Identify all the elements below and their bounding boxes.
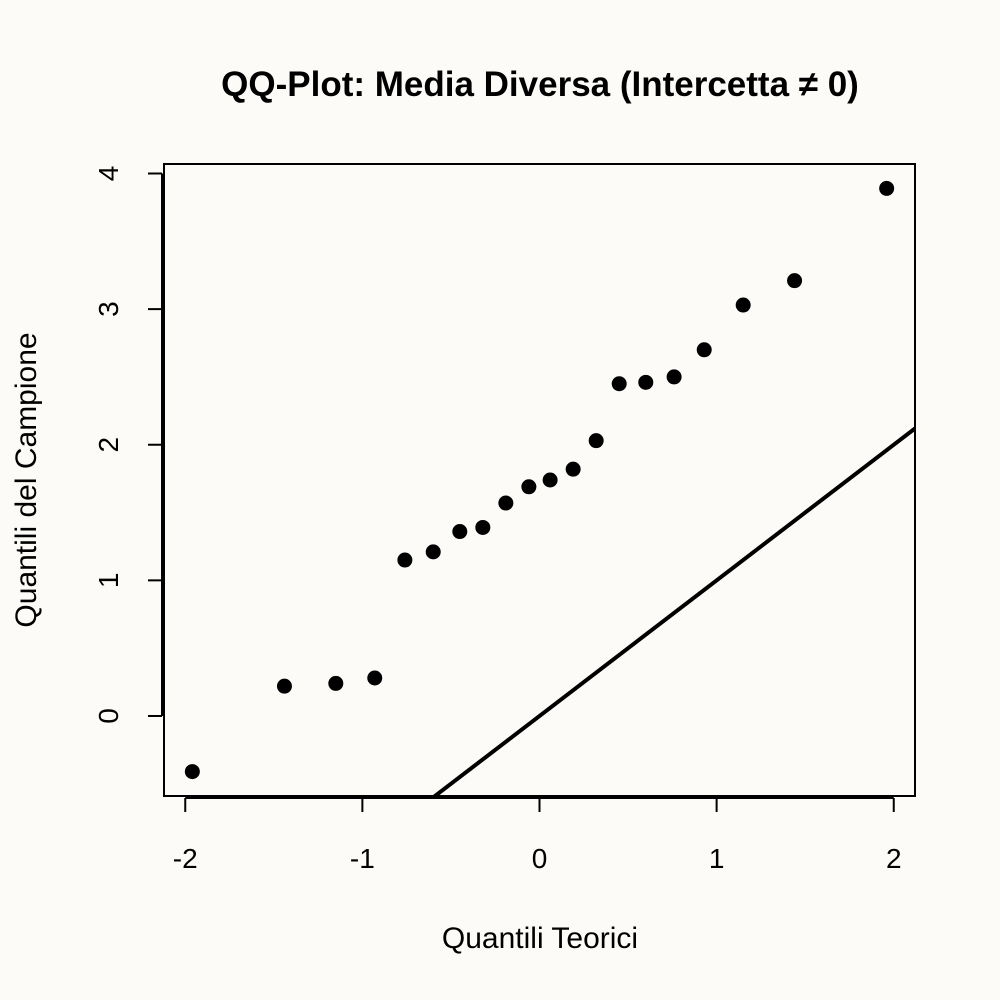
data-point bbox=[735, 297, 751, 313]
y-tick-label: 3 bbox=[93, 301, 124, 317]
y-axis-label: Quantili del Campione bbox=[10, 332, 43, 627]
x-tick-label: -1 bbox=[350, 843, 375, 874]
data-point bbox=[452, 524, 468, 540]
data-point bbox=[879, 180, 895, 196]
y-tick-label: 2 bbox=[93, 437, 124, 453]
data-point bbox=[184, 764, 200, 780]
data-point bbox=[611, 376, 627, 392]
data-point bbox=[328, 675, 344, 691]
data-point bbox=[367, 670, 383, 686]
plot-region bbox=[184, 180, 915, 796]
x-tick-label: 0 bbox=[532, 843, 548, 874]
data-point bbox=[397, 552, 413, 568]
data-point bbox=[638, 374, 654, 390]
x-tick-label: 1 bbox=[709, 843, 725, 874]
chart-title: QQ-Plot: Media Diversa (Intercetta ≠ 0) bbox=[221, 65, 859, 104]
data-point bbox=[696, 342, 712, 358]
x-tick-label: -2 bbox=[173, 843, 198, 874]
x-axis-label: Quantili Teorici bbox=[442, 922, 638, 955]
plot-frame bbox=[163, 163, 916, 797]
data-point bbox=[787, 273, 803, 289]
data-point bbox=[475, 519, 491, 535]
data-point bbox=[588, 433, 604, 449]
data-point bbox=[521, 479, 537, 495]
data-point bbox=[425, 544, 441, 560]
data-point bbox=[565, 461, 581, 477]
y-tick-label: 0 bbox=[93, 708, 124, 724]
data-point bbox=[276, 678, 292, 694]
y-tick-label: 1 bbox=[93, 573, 124, 589]
x-axis: -2 -1 0 1 2 bbox=[173, 797, 902, 874]
data-point bbox=[666, 369, 682, 385]
reference-line bbox=[431, 426, 915, 796]
x-tick-label: 2 bbox=[886, 843, 902, 874]
y-axis: 0 1 2 3 4 bbox=[93, 166, 163, 724]
data-point bbox=[498, 495, 514, 511]
data-point bbox=[542, 472, 558, 488]
y-tick-label: 4 bbox=[93, 166, 124, 182]
